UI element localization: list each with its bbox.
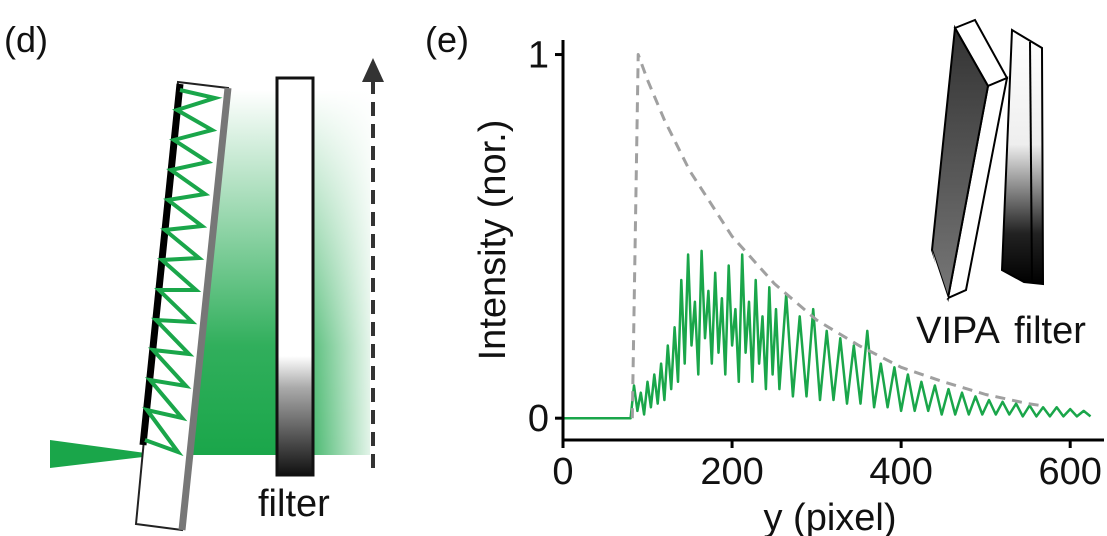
inset-label: VIPA: [916, 310, 1000, 352]
inset-label: filter: [1014, 310, 1086, 352]
vipa-back: [178, 87, 232, 531]
y-tick-label: 1: [528, 35, 549, 77]
series-line: [630, 53, 1041, 419]
filter-label: filter: [258, 483, 330, 525]
inset-filter-edge: [1029, 41, 1033, 284]
x-tick-label: 200: [700, 451, 763, 493]
arrow-head: [362, 58, 384, 82]
x-tick-label: 400: [869, 451, 932, 493]
inset-filter: [1000, 28, 1045, 286]
panel-e: (e) y (pixel) Intensity (nor.) VIPA filt…: [425, 18, 1104, 536]
filter: [275, 76, 315, 477]
vipa-mirror: [139, 83, 184, 446]
panel-d: (d) filter: [4, 19, 384, 532]
series-line: [563, 249, 1092, 420]
x-axis-label: y (pixel): [763, 497, 896, 536]
panel-label: (d): [4, 19, 48, 60]
y-axis-label: Intensity (nor.): [472, 120, 514, 361]
panel-label: (e): [425, 19, 469, 60]
y-tick-label: 0: [528, 398, 549, 440]
x-tick-label: 0: [552, 451, 573, 493]
input-beam: [50, 440, 160, 468]
x-tick-label: 600: [1038, 451, 1101, 493]
zigzag: [142, 88, 223, 457]
inset-vipa-edge: [932, 250, 948, 300]
